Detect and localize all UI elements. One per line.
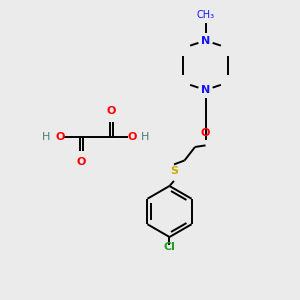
Text: O: O <box>76 157 86 167</box>
Text: O: O <box>106 106 116 116</box>
Text: Cl: Cl <box>164 242 175 253</box>
Text: O: O <box>127 131 136 142</box>
Text: H: H <box>141 131 150 142</box>
Text: CH₃: CH₃ <box>196 10 214 20</box>
Text: H: H <box>42 131 51 142</box>
Text: N: N <box>201 85 210 95</box>
Text: O: O <box>201 128 210 139</box>
Text: N: N <box>201 35 210 46</box>
Text: S: S <box>170 166 178 176</box>
Text: O: O <box>56 131 65 142</box>
